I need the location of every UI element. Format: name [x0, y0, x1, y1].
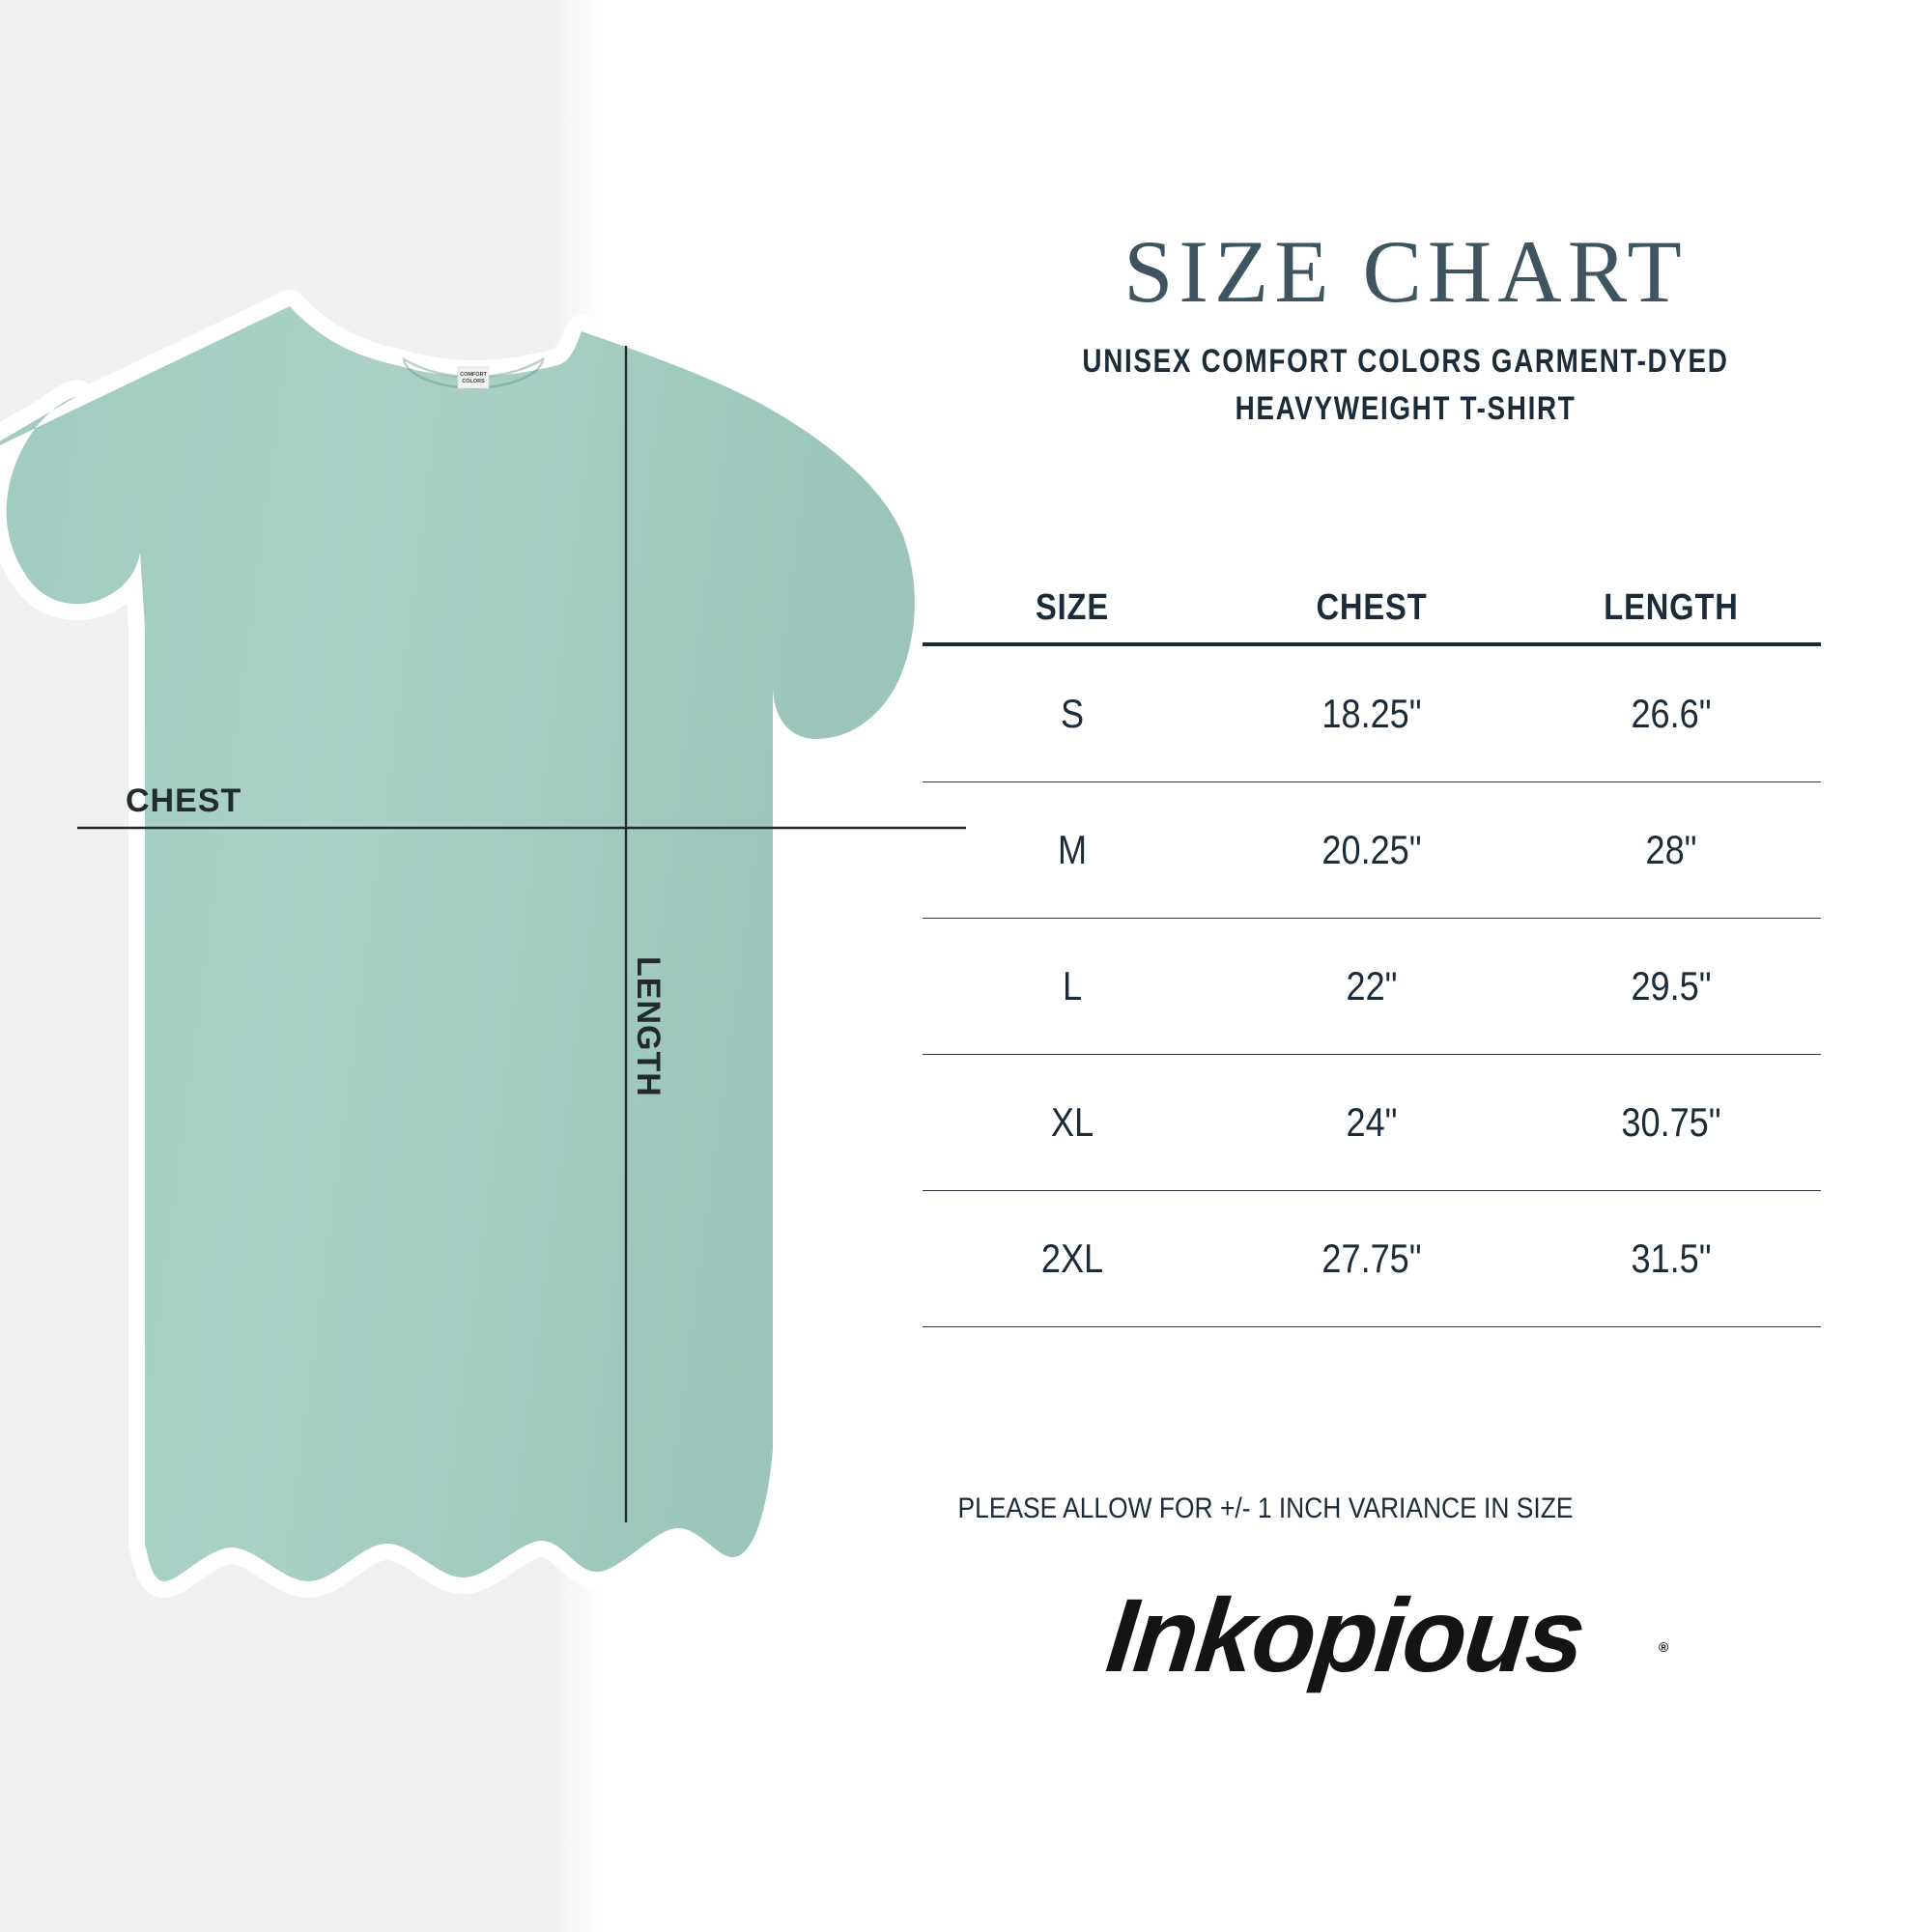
svg-text:COMFORT: COMFORT — [460, 372, 487, 378]
svg-text:®: ® — [1659, 1639, 1669, 1655]
svg-text:Inkopious: Inkopious — [1102, 1577, 1590, 1693]
svg-text:COLORS: COLORS — [462, 379, 485, 384]
svg-text:CHEST: CHEST — [126, 782, 242, 819]
svg-text:LENGTH: LENGTH — [630, 956, 667, 1097]
